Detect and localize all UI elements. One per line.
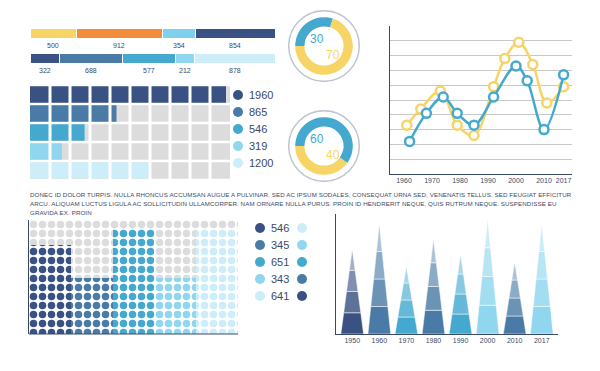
- svg-text:1990: 1990: [453, 337, 469, 344]
- svg-text:912: 912: [113, 42, 125, 49]
- svg-text:2000: 2000: [480, 337, 496, 344]
- html-text:641: 641: [271, 290, 290, 302]
- html-text:343: 343: [271, 273, 290, 285]
- svg-text:1950: 1950: [344, 337, 360, 344]
- html-text:DONEC ID DOLOR TURPIS. NULLA R: DONEC ID DOLOR TURPIS. NULLA RHONCUS ACC…: [30, 191, 572, 216]
- html-text:865: 865: [249, 106, 268, 118]
- svg-text:322: 322: [39, 67, 51, 74]
- html-text:1960: 1960: [249, 89, 274, 101]
- html-text:546: 546: [271, 222, 290, 234]
- svg-text:2010: 2010: [507, 337, 523, 344]
- html-text:345: 345: [271, 239, 290, 251]
- html-text:319: 319: [249, 140, 268, 152]
- svg-text:354: 354: [173, 42, 185, 49]
- svg-text:30: 30: [310, 32, 324, 46]
- svg-text:577: 577: [143, 67, 155, 74]
- svg-text:60: 60: [310, 132, 324, 146]
- html-text:651: 651: [271, 256, 290, 268]
- svg-text:1960: 1960: [396, 177, 412, 184]
- html-text:1200: 1200: [249, 157, 274, 169]
- svg-text:1970: 1970: [399, 337, 415, 344]
- svg-text:1960: 1960: [372, 337, 388, 344]
- svg-text:1980: 1980: [426, 337, 442, 344]
- svg-text:70: 70: [326, 48, 340, 62]
- svg-text:2017: 2017: [534, 337, 550, 344]
- svg-text:2000: 2000: [508, 177, 524, 184]
- svg-text:1980: 1980: [452, 177, 468, 184]
- svg-text:878: 878: [229, 67, 241, 74]
- svg-text:1990: 1990: [480, 177, 496, 184]
- svg-text:1970: 1970: [424, 177, 440, 184]
- svg-text:40: 40: [326, 148, 340, 162]
- svg-text:688: 688: [85, 67, 97, 74]
- svg-text:854: 854: [229, 42, 241, 49]
- svg-text:500: 500: [47, 42, 59, 49]
- svg-text:212: 212: [179, 67, 191, 74]
- svg-text:2017: 2017: [556, 177, 572, 184]
- html-text:546: 546: [249, 123, 268, 135]
- svg-text:2010: 2010: [536, 177, 552, 184]
